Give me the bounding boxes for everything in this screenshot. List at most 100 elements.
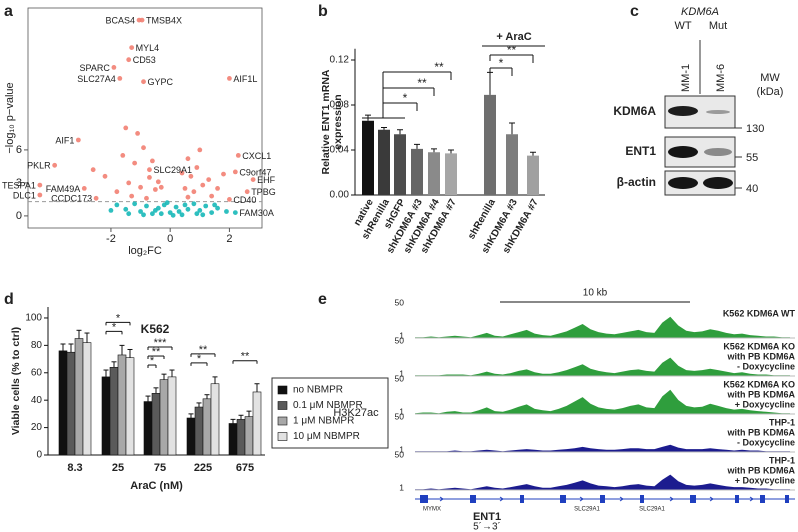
point [132,201,138,207]
plot-frame [27,7,263,229]
y-tick-label: 100 [25,313,42,324]
legend-label: 1 μM NBMPR [293,416,354,427]
x-tick-label: 0 [167,233,173,245]
point [232,210,238,216]
point [197,208,203,213]
point [81,186,87,191]
signal-track [415,357,790,376]
legend-label: no NBMPR [293,385,343,396]
y-tick-label: 0 [16,210,22,222]
bar [252,391,262,456]
legend-swatch [277,416,288,426]
exon [600,495,605,503]
point-label: SLC27A4 [77,74,116,84]
significance: ** [152,346,161,358]
track-scale: 1 [399,406,404,416]
x-tick-label: 225 [194,462,212,474]
genotype: WT [674,20,691,32]
point-label: DLC1 [13,190,36,200]
point-label: FAM49A [46,184,81,194]
x-tick-label: 8.3 [67,462,82,474]
strand-arrow [579,496,584,502]
point [191,189,197,195]
track-label: with PB KDM6A [727,465,796,475]
x-tick-label: 2 [226,233,232,245]
point [158,211,164,217]
exon [640,495,644,503]
point [129,193,135,199]
mw-title: MW [760,72,780,84]
point-label: CXCL1 [242,151,271,161]
point [93,195,99,201]
point [141,79,146,85]
legend-swatch [277,432,288,441]
strand-arrow [619,496,624,502]
point-label: C9orf47 [239,167,271,177]
y-tick-label: 6 [16,144,22,156]
point [150,158,155,164]
panel-label: a [4,3,13,20]
mw-label: 55 [746,152,758,164]
point [185,194,191,200]
point [139,17,145,23]
track-scale: 50 [395,297,405,307]
exon [760,495,765,503]
point [200,182,206,188]
gene-name: ENT1 [473,511,501,523]
y-tick-label: 0.00 [330,190,350,201]
point [111,65,117,70]
point [182,202,188,208]
y-axis-label: Viable cells (% to ctrl) [10,327,22,435]
bar [151,393,161,456]
track-scale: 1 [399,444,404,454]
point [138,209,143,214]
bar [109,366,119,456]
point-label: AIF1 [55,135,74,145]
point-label: TPBG [251,187,276,197]
bar [527,155,539,195]
point [188,173,194,179]
point [152,208,158,213]
x-tick-label: 25 [112,462,124,474]
y-axis-label: −log₁₀ p−value [4,82,16,153]
exon [420,495,428,503]
legend-label: 0.1 μM NBMPR [293,400,363,411]
y-axis-label: Relative ENT1 mRNA [320,69,332,174]
bar [159,379,169,456]
legend-swatch [277,401,288,410]
y-tick-label: 20 [31,422,43,433]
exon [520,495,524,503]
point [126,180,132,186]
signal-track [415,444,790,452]
bar [167,376,177,456]
point [212,202,218,208]
point [250,177,256,183]
cell-line: MM-6 [715,64,727,92]
point [117,76,123,81]
point [209,193,215,199]
track-scale: 50 [395,449,405,459]
cell-line: MM-1 [680,64,692,92]
bar [66,351,76,456]
bar [186,417,196,456]
point-label: PKLR [27,161,51,171]
bar [244,416,254,456]
panel-label: b [318,3,328,20]
bar [101,376,111,456]
track-scale: 1 [399,482,404,492]
point-label: TMSB4X [146,15,182,25]
x-tick-label: 75 [154,462,166,474]
mw-label: 130 [746,123,764,135]
point [244,189,250,195]
bar [378,129,390,195]
point [123,206,129,212]
point-label: AIF1L [233,74,257,84]
point-label: CD40 [233,195,256,205]
y-tick-label: 40 [31,395,43,406]
point-label: TESPA1 [2,180,36,190]
panel-label: e [318,291,327,308]
legend-swatch [277,385,288,395]
point [203,203,209,209]
y-tick-label: 80 [31,340,43,351]
legend [271,377,389,449]
